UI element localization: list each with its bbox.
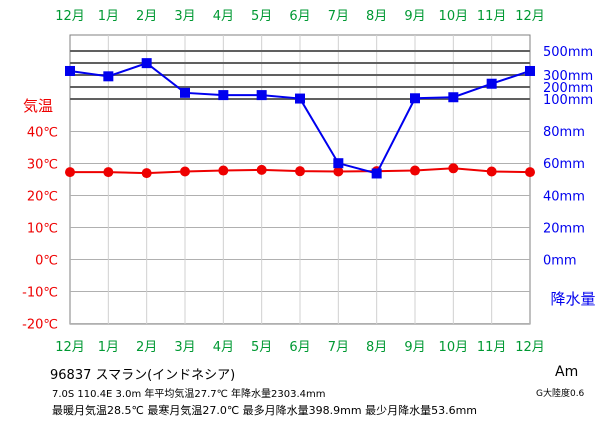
- precipitation-point: [103, 71, 114, 82]
- temperature-point: [486, 166, 497, 177]
- month-label-top: 6月: [289, 9, 310, 24]
- temperature-point: [141, 168, 152, 179]
- month-label-bottom: 12月: [55, 340, 85, 355]
- month-label-top: 5月: [251, 9, 272, 24]
- precip-tick-label: 100mm: [543, 93, 593, 108]
- month-label-top: 12月: [55, 9, 85, 24]
- month-label-top: 10月: [439, 9, 469, 24]
- precipitation-point: [525, 65, 535, 76]
- month-label-top: 8月: [366, 9, 387, 24]
- precipitation-point: [218, 90, 229, 101]
- temperature-series: [65, 163, 535, 179]
- precipitation-point: [410, 93, 420, 104]
- month-label-top: 2月: [136, 9, 157, 24]
- chart-grid: [69, 34, 531, 325]
- month-label-bottom: 11月: [477, 340, 507, 355]
- month-label-top: 9月: [404, 9, 425, 24]
- month-label-bottom: 3月: [174, 340, 195, 355]
- month-label-bottom: 12月: [515, 340, 545, 355]
- precipitation-point: [333, 158, 344, 169]
- temp-tick-label: 40℃: [27, 126, 58, 141]
- temp-tick-label: 30℃: [27, 158, 58, 173]
- month-label-bottom: 9月: [404, 340, 425, 355]
- precip-tick-label: 80mm: [543, 125, 585, 140]
- month-label-bottom: 8月: [366, 340, 387, 355]
- temperature-point: [448, 163, 459, 174]
- temp-axis-label: 気温: [23, 97, 53, 115]
- precipitation-point: [371, 168, 382, 179]
- precip-tick-label: 60mm: [543, 157, 585, 172]
- temp-tick-label: 20℃: [27, 190, 58, 205]
- month-label-bottom: 5月: [251, 340, 272, 355]
- temperature-point: [65, 167, 75, 178]
- month-label-bottom: 4月: [213, 340, 234, 355]
- station-name: 96837 スマラン(インドネシア): [50, 368, 236, 383]
- precipitation-point: [141, 58, 152, 69]
- month-label-bottom: 1月: [98, 340, 119, 355]
- precip-axis-label: 降水量: [550, 290, 595, 308]
- temp-tick-label: 10℃: [27, 222, 58, 237]
- climate-code: Am: [555, 364, 579, 380]
- station-stats-2: 最暖月気温28.5℃ 最寒月気温27.0℃ 最多月降水量398.9mm 最少月降…: [52, 404, 478, 417]
- temperature-point: [256, 164, 267, 175]
- temperature-point: [525, 167, 535, 178]
- precip-tick-label: 200mm: [543, 81, 593, 96]
- precipitation-point: [295, 93, 305, 104]
- month-label-top: 12月: [515, 9, 545, 24]
- precip-tick-label: 20mm: [543, 221, 585, 236]
- temp-tick-label: -20℃: [22, 318, 58, 333]
- month-label-bottom: 6月: [289, 340, 310, 355]
- month-label-bottom: 10月: [439, 340, 469, 355]
- temperature-point: [295, 166, 305, 177]
- precipitation-point: [448, 92, 459, 103]
- axis-labels: 12月 12月 1月 1月 2月 2月 3月 3月 4月 4月 5月 5月 6月 6月 7月 7月 8月 8月 9月…: [22, 9, 595, 355]
- month-label-bottom: 2月: [136, 340, 157, 355]
- precip-tick-label: 300mm: [543, 69, 593, 84]
- month-label-top: 3月: [174, 9, 195, 24]
- month-label-top: 4月: [213, 9, 234, 24]
- month-label-top: 11月: [477, 9, 507, 24]
- precipitation-point: [65, 65, 75, 76]
- month-label-bottom: 7月: [328, 340, 349, 355]
- precipitation-point: [180, 87, 190, 98]
- precipitation-point: [486, 78, 497, 89]
- precipitation-series: [65, 58, 535, 179]
- precip-tick-label: 500mm: [543, 45, 593, 60]
- temperature-point: [180, 166, 190, 177]
- precipitation-point: [256, 90, 267, 101]
- temperature-point: [410, 165, 420, 176]
- precip-tick-label: 40mm: [543, 189, 585, 204]
- temp-tick-label: 0℃: [35, 254, 58, 269]
- temperature-point: [218, 165, 229, 176]
- temp-tick-label: -10℃: [22, 286, 58, 301]
- station-stats-1: 7.0S 110.4E 3.0m 年平均気温27.7℃ 年降水量2303.4mm: [52, 389, 326, 400]
- month-label-top: 7月: [328, 9, 349, 24]
- temperature-point: [333, 166, 344, 177]
- continentality: G大陸度0.6: [536, 389, 585, 399]
- temperature-point: [103, 167, 114, 178]
- month-label-top: 1月: [98, 9, 119, 24]
- precip-tick-label: 0mm: [543, 254, 577, 269]
